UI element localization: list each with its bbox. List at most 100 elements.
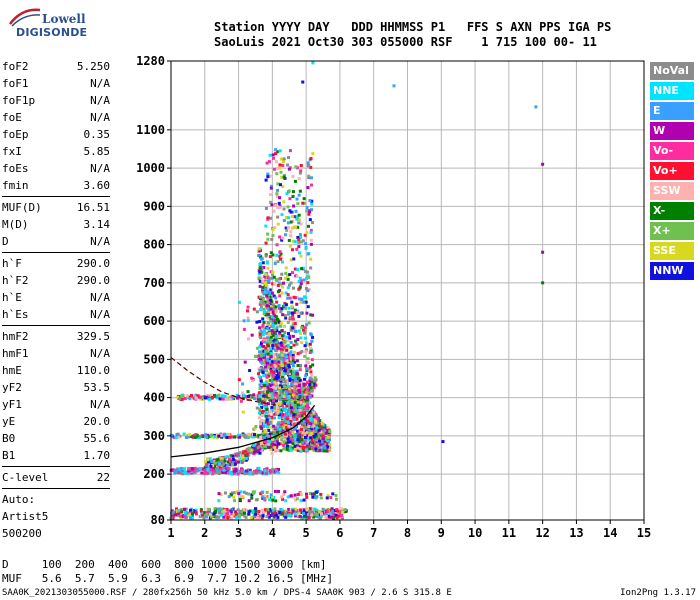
echo-point [263, 331, 267, 335]
echo-point [217, 460, 221, 464]
echo-point [229, 493, 233, 497]
echo-point [237, 470, 241, 474]
echo-point [283, 349, 287, 353]
echo-point [258, 345, 262, 349]
y-tick-label: 800 [143, 238, 165, 252]
echo-point [201, 514, 205, 518]
echo-point [271, 344, 275, 348]
echo-point [274, 386, 278, 390]
echo-point [199, 508, 203, 512]
echo-point [259, 448, 263, 452]
echo-point [284, 415, 288, 419]
echo-point [258, 331, 262, 335]
echo-point [193, 466, 197, 470]
echo-point [261, 397, 265, 401]
echo-point [313, 376, 317, 380]
param-row: h`E N/A [2, 289, 110, 306]
y-tick-label: 1280 [136, 54, 165, 68]
echo-point [311, 447, 315, 451]
echo-point [273, 412, 277, 416]
echo-point [237, 394, 241, 398]
echo-point [293, 350, 297, 354]
echo-point [541, 250, 545, 254]
echo-point [278, 384, 282, 388]
echo-point [312, 448, 316, 452]
echo-point [203, 396, 207, 400]
echo-point [303, 407, 307, 411]
echo-point [261, 404, 265, 408]
echo-point [308, 199, 312, 203]
echo-point [271, 228, 275, 232]
echo-point [267, 414, 271, 418]
echo-point [293, 382, 297, 386]
echo-point [309, 238, 313, 242]
x-tick-label: 3 [235, 526, 242, 540]
echo-point [289, 355, 293, 359]
echo-point [259, 379, 263, 383]
echo-point [206, 468, 210, 472]
echo-point [232, 469, 236, 473]
echo-point [320, 422, 324, 426]
echo-point [285, 413, 289, 417]
echo-point [263, 310, 267, 314]
echo-point [269, 193, 273, 197]
echo-point [274, 305, 278, 309]
echo-point [192, 469, 196, 473]
echo-point [280, 375, 284, 379]
echo-point [280, 285, 284, 289]
echo-point [298, 378, 302, 382]
echo-point [271, 303, 275, 307]
echo-point [260, 427, 264, 431]
echo-point [235, 393, 239, 397]
echo-point [318, 437, 322, 441]
echo-point [186, 435, 190, 439]
echo-point [289, 350, 293, 354]
echo-point [287, 388, 291, 392]
echo-point [289, 210, 293, 214]
echo-point [282, 357, 286, 361]
echo-point [291, 194, 295, 198]
param-row: h`Es N/A [2, 306, 110, 323]
echo-point [297, 384, 301, 388]
echo-point [262, 349, 266, 353]
echo-point [304, 374, 308, 378]
param-separator [2, 466, 110, 467]
echo-point [306, 289, 310, 293]
echo-point [278, 324, 282, 328]
echo-point [317, 428, 321, 432]
echo-point [298, 430, 302, 434]
echo-point [293, 512, 297, 516]
echo-point [275, 243, 279, 247]
echo-point [288, 444, 292, 448]
echo-point [292, 417, 296, 421]
echo-point [308, 395, 312, 399]
echo-point [294, 165, 298, 169]
echo-point [286, 372, 290, 376]
echo-point [297, 511, 301, 515]
echo-point [294, 225, 298, 229]
param-value: 1.70 [83, 449, 111, 462]
echo-point [264, 373, 268, 377]
echo-point [319, 512, 323, 516]
echo-point [340, 516, 344, 520]
param-name: C-level [2, 471, 49, 484]
echo-point [259, 329, 263, 333]
echo-point [274, 152, 278, 156]
echo-point [274, 448, 278, 452]
echo-point [293, 179, 297, 183]
echo-point [310, 412, 314, 416]
echo-point [304, 419, 308, 423]
echo-point [291, 219, 295, 223]
echo-point [326, 494, 330, 498]
echo-point [268, 398, 272, 402]
echo-point [273, 513, 277, 517]
echo-point [252, 435, 256, 439]
echo-point [269, 184, 273, 188]
echo-point [288, 440, 292, 444]
echo-point [194, 511, 198, 515]
echo-point [257, 367, 261, 371]
echo-point [299, 401, 303, 405]
echo-point [281, 337, 285, 341]
echo-point [266, 371, 270, 375]
echo-point [281, 353, 285, 357]
